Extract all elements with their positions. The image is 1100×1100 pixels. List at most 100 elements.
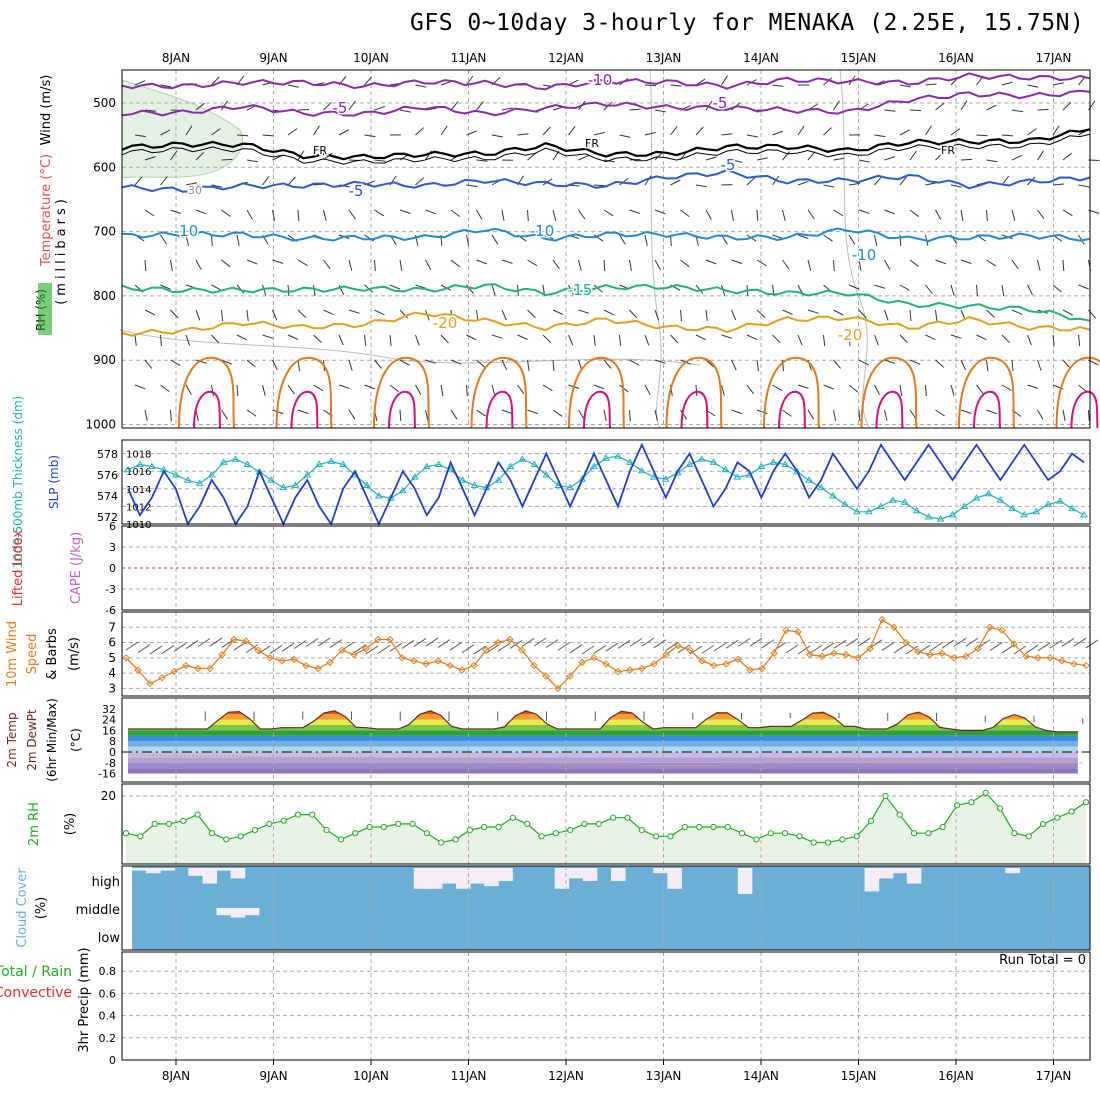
- wind-speed-point: [362, 644, 370, 653]
- axis-label-total: Total / Rain: [0, 964, 72, 980]
- cloud-high-gap: [441, 868, 457, 884]
- rh2m-point: [782, 830, 789, 837]
- wind-barb: [593, 284, 603, 293]
- wind-barb: [935, 151, 944, 161]
- temp-bands: [128, 710, 1078, 774]
- wind-speed-point: [554, 684, 562, 693]
- thickness-point: [303, 471, 312, 478]
- wind-barb: [476, 101, 484, 111]
- rh2m-point: [567, 827, 574, 834]
- rh2m-point: [696, 823, 703, 831]
- wind-barb: [466, 384, 468, 397]
- rh2m-point: [237, 833, 244, 840]
- thickness-point: [291, 481, 300, 488]
- wind-speed-point: [818, 652, 826, 660]
- cloud-middle-gap: [216, 908, 232, 916]
- wind-speed-point: [794, 628, 802, 636]
- wind-barb: [925, 334, 936, 341]
- wind-speed-point: [350, 651, 358, 659]
- wind-barb: [797, 234, 809, 240]
- thickness-point: [267, 476, 276, 483]
- wind-speed-line: [125, 618, 1087, 690]
- precip-tick: 0.2: [99, 1032, 117, 1045]
- wind-barb: [297, 209, 300, 222]
- thickness-point: [733, 473, 742, 480]
- wind-barb: [909, 209, 920, 218]
- wind-speed-point: [494, 638, 502, 647]
- wind-speed-point: [254, 646, 262, 654]
- thickness-point: [996, 496, 1005, 503]
- wind-speed-point: [158, 673, 166, 682]
- wind-barb: [1027, 334, 1032, 346]
- wind-barb: [695, 78, 706, 86]
- thickness-point: [148, 462, 156, 470]
- wind-barb: [323, 309, 334, 316]
- thickness-point: [876, 502, 885, 509]
- wind-barb: [619, 234, 626, 245]
- isotherm: [121, 227, 1091, 243]
- wind-barb: [909, 259, 920, 268]
- wind-barb: [425, 209, 436, 215]
- wind-barb: [1001, 81, 1013, 86]
- wind-barb: [364, 334, 367, 346]
- wind-barb: [603, 259, 606, 272]
- date-label-top: 8JAN: [162, 51, 190, 65]
- temp-band: [128, 768, 1078, 774]
- date-label-bottom: 10JAN: [353, 1069, 389, 1083]
- wind-barb: [731, 259, 743, 264]
- isotherm-loop: [958, 356, 1015, 429]
- wind-speed-point: [206, 664, 214, 673]
- wind-barb: [746, 177, 756, 186]
- temp-band: [128, 714, 1078, 720]
- wind-barb: [654, 259, 661, 270]
- thickness-tick: 572: [97, 511, 118, 524]
- wind-barb: [542, 126, 551, 136]
- rh2m-point: [194, 811, 201, 818]
- wind-speed-point: [950, 654, 958, 662]
- wind-barb: [603, 359, 612, 369]
- wind-barb: [449, 641, 463, 651]
- wind-barb: [211, 184, 223, 188]
- panel-frame: [121, 783, 1091, 865]
- wind-barb: [677, 644, 691, 654]
- wind-barb: [450, 209, 461, 218]
- thickness-point: [637, 466, 646, 474]
- rh2m-point: [251, 827, 259, 834]
- wind-barb: [848, 182, 860, 186]
- panel-frame: [121, 525, 1091, 611]
- axis-label-barbs: & Barbs: [45, 628, 60, 680]
- wind-barb: [821, 642, 835, 652]
- wind-barb: [185, 234, 189, 246]
- wind-barb: [338, 384, 350, 389]
- wind-speed-point: [470, 661, 478, 670]
- wind-speed-point: [422, 660, 430, 668]
- wind-barb: [960, 158, 973, 161]
- wind-barb: [629, 158, 641, 161]
- wind-barb: [491, 134, 503, 138]
- wind-barb: [986, 359, 989, 371]
- wind-barb: [415, 84, 427, 88]
- wind-speed-point: [182, 661, 190, 670]
- wind-barb: [899, 176, 908, 186]
- wind-barb: [925, 125, 932, 136]
- date-label-top: 14JAN: [743, 51, 779, 65]
- rh2m-point: [939, 823, 946, 831]
- wind-barb: [476, 259, 487, 265]
- thickness-point: [231, 455, 240, 462]
- wind-barb: [374, 106, 386, 111]
- thickness-point: [602, 454, 610, 461]
- wind-barb: [1052, 284, 1062, 293]
- li-tick: 0: [109, 562, 116, 575]
- wind-barb: [195, 309, 201, 321]
- wind-speed-point: [566, 672, 574, 680]
- contour-label: -5: [713, 94, 728, 112]
- thickness-point: [506, 462, 515, 470]
- isotherm-loop: [178, 356, 235, 429]
- cloud-high-gap: [160, 868, 175, 871]
- wind-barb: [364, 134, 376, 138]
- rh2m-point: [839, 836, 846, 843]
- wind-barb: [925, 182, 937, 186]
- contour-label: -20: [838, 326, 863, 344]
- rh2m-point: [180, 817, 187, 824]
- rh2m-point: [681, 823, 688, 831]
